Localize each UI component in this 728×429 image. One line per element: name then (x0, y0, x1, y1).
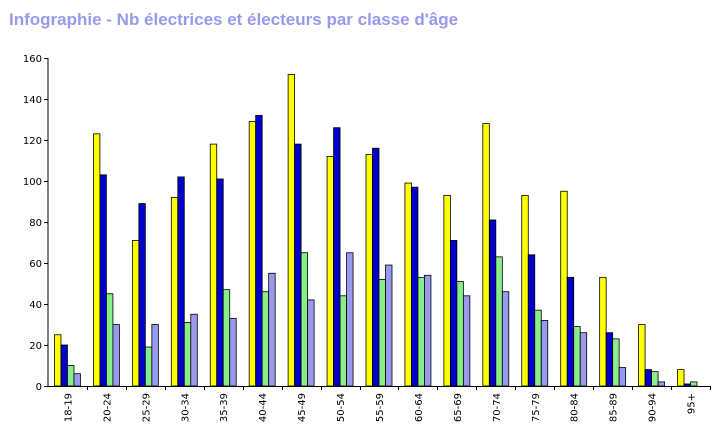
bar (190, 313, 198, 387)
bar (521, 194, 529, 387)
bar (229, 317, 237, 387)
x-tick-label: 65-69 (453, 393, 464, 422)
bar (690, 381, 698, 387)
bar (644, 369, 652, 387)
bar (456, 281, 464, 387)
bar (385, 264, 393, 387)
y-tick-label: 100 (23, 177, 42, 188)
bar (222, 289, 231, 387)
bar (261, 291, 270, 387)
bar (618, 367, 627, 387)
bar (209, 143, 218, 387)
bar (579, 332, 588, 387)
bar (612, 338, 620, 387)
y-tick-label: 60 (29, 259, 42, 270)
bar (268, 272, 276, 387)
bar (346, 252, 354, 387)
bar (307, 299, 315, 387)
bar (99, 174, 107, 387)
bar (67, 365, 75, 387)
bar (527, 254, 536, 387)
bar (300, 252, 309, 387)
bar (248, 121, 257, 387)
y-axis: 0 20 40 60 80 100 120 140 160 (23, 54, 49, 393)
bar (638, 324, 646, 387)
x-tick-label: 25-29 (141, 393, 152, 422)
bars (54, 74, 698, 387)
bar (151, 324, 159, 387)
bar (216, 178, 224, 387)
x-tick-label: 80-84 (570, 393, 581, 422)
x-tick-label: 30-34 (180, 393, 191, 422)
x-axis: 18-19 20-24 25-29 30-34 35-39 40-44 45-49 50-54… (48, 386, 711, 422)
bar (131, 240, 140, 387)
bar (138, 203, 146, 387)
bar (411, 186, 419, 387)
y-tick-label: 140 (23, 95, 42, 106)
bar (443, 194, 451, 387)
bar (177, 176, 185, 387)
bar (339, 295, 347, 387)
bar (255, 115, 263, 387)
x-tick-label: 40-44 (258, 393, 269, 422)
x-tick-label: 60-64 (414, 393, 425, 422)
bar (573, 326, 581, 387)
y-tick-label: 120 (23, 136, 42, 147)
bar (449, 240, 458, 387)
y-tick-label: 40 (29, 300, 42, 311)
bar (54, 334, 62, 387)
bar (294, 143, 302, 387)
bar (683, 383, 691, 387)
x-tick-label: 55-59 (375, 393, 386, 422)
x-tick-label: 18-19 (63, 393, 74, 422)
bar (183, 322, 192, 387)
bar (73, 373, 81, 387)
bar (599, 276, 607, 387)
x-tick-label: 20-24 (102, 393, 113, 422)
y-tick-label: 160 (23, 54, 42, 65)
x-tick-label: 75-79 (531, 393, 542, 422)
bar (378, 278, 386, 387)
bar (287, 74, 296, 387)
bar (365, 153, 373, 387)
bar (424, 274, 432, 387)
bar (404, 182, 412, 387)
bar (540, 319, 549, 387)
bar (488, 219, 497, 387)
bar (170, 196, 179, 387)
bar (605, 332, 614, 387)
bar (372, 147, 380, 387)
x-tick-label: 45-49 (297, 393, 308, 422)
x-tick-label: 70-74 (492, 393, 503, 422)
bar (566, 276, 575, 387)
bar (651, 371, 659, 387)
bar (501, 291, 510, 387)
bar (534, 309, 542, 387)
bar (495, 256, 503, 387)
x-tick-label: 85-89 (609, 393, 620, 422)
bar (93, 133, 101, 387)
x-tick-label: 95+ (687, 393, 698, 414)
chart-title: Infographie - Nb électrices et électeurs… (9, 10, 459, 29)
y-tick-label: 20 (29, 341, 42, 352)
bar (106, 293, 114, 387)
bar (677, 369, 685, 387)
bar (144, 346, 153, 387)
bar (333, 127, 341, 387)
bar (560, 190, 568, 387)
bar (462, 295, 471, 387)
y-tick-label: 80 (29, 218, 42, 229)
y-tick-label: 0 (36, 382, 42, 393)
bar (326, 155, 334, 387)
bar (657, 381, 665, 387)
x-tick-label: 35-39 (219, 393, 230, 422)
bar (417, 276, 425, 387)
bar (60, 344, 68, 387)
x-tick-label: 50-54 (336, 393, 347, 422)
x-tick-label: 90-94 (648, 393, 659, 422)
bar (112, 324, 120, 387)
bar (482, 123, 490, 387)
